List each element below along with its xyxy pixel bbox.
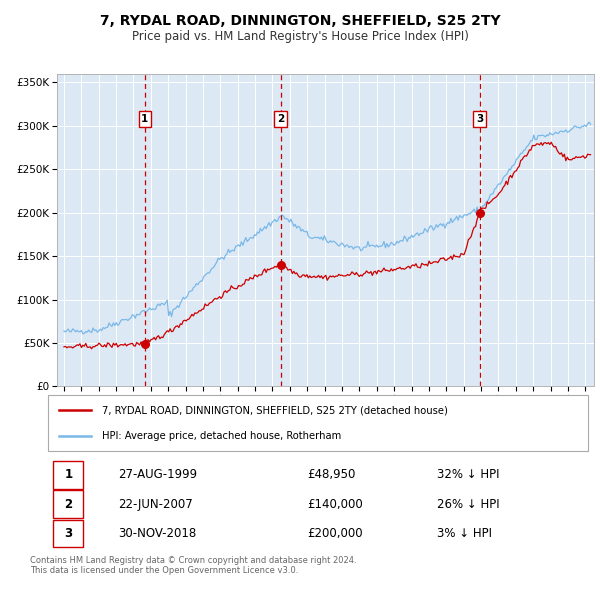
Text: 3: 3: [64, 527, 73, 540]
Text: 26% ↓ HPI: 26% ↓ HPI: [437, 497, 499, 511]
Text: £140,000: £140,000: [307, 497, 363, 511]
Text: 32% ↓ HPI: 32% ↓ HPI: [437, 468, 499, 481]
FancyBboxPatch shape: [48, 395, 588, 451]
FancyBboxPatch shape: [53, 490, 83, 518]
Text: HPI: Average price, detached house, Rotherham: HPI: Average price, detached house, Roth…: [102, 431, 341, 441]
Text: 1: 1: [64, 468, 73, 481]
FancyBboxPatch shape: [53, 461, 83, 489]
Text: 2: 2: [64, 497, 73, 511]
Text: Contains HM Land Registry data © Crown copyright and database right 2024.
This d: Contains HM Land Registry data © Crown c…: [30, 556, 356, 575]
Text: 2: 2: [277, 114, 284, 124]
Text: £200,000: £200,000: [307, 527, 363, 540]
FancyBboxPatch shape: [53, 520, 83, 547]
Text: 1: 1: [141, 114, 148, 124]
Text: 22-JUN-2007: 22-JUN-2007: [118, 497, 193, 511]
Text: 27-AUG-1999: 27-AUG-1999: [118, 468, 197, 481]
Text: Price paid vs. HM Land Registry's House Price Index (HPI): Price paid vs. HM Land Registry's House …: [131, 30, 469, 43]
Text: 3: 3: [476, 114, 483, 124]
Text: 3% ↓ HPI: 3% ↓ HPI: [437, 527, 492, 540]
Text: 30-NOV-2018: 30-NOV-2018: [118, 527, 196, 540]
Text: 7, RYDAL ROAD, DINNINGTON, SHEFFIELD, S25 2TY: 7, RYDAL ROAD, DINNINGTON, SHEFFIELD, S2…: [100, 14, 500, 28]
Text: 7, RYDAL ROAD, DINNINGTON, SHEFFIELD, S25 2TY (detached house): 7, RYDAL ROAD, DINNINGTON, SHEFFIELD, S2…: [102, 405, 448, 415]
Text: £48,950: £48,950: [307, 468, 356, 481]
